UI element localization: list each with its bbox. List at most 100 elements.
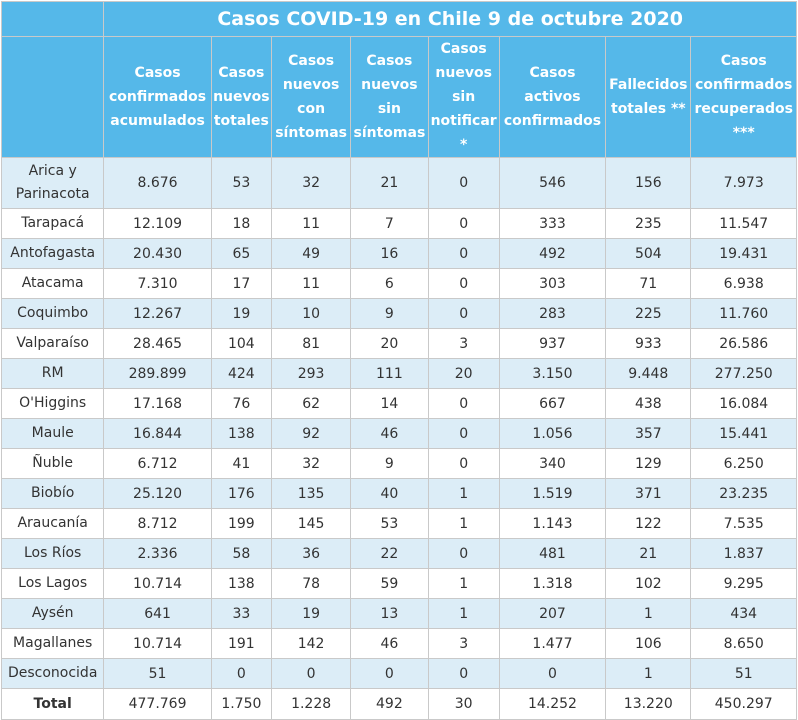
- table-body: Arica y Parinacota 8.676 53 32 21 0 546 156 7.97…: [0, 157, 797, 720]
- table-row: Atacama 7.310 17 11 6 0 303 71 6.938: [0, 268, 797, 299]
- value-cell: 3.150: [498, 358, 607, 389]
- value-cell: 371: [605, 478, 692, 509]
- value-cell: 25.120: [103, 478, 212, 509]
- value-cell: 235: [605, 208, 692, 239]
- value-cell: 102: [605, 568, 692, 599]
- value-cell: 142: [270, 628, 352, 659]
- value-cell: 6.250: [690, 448, 797, 479]
- value-cell: 481: [498, 538, 607, 569]
- value-cell: 71: [605, 268, 692, 299]
- table-row: Valparaíso 28.465 104 81 20 3 937 933 26.586: [0, 328, 797, 359]
- total-value-cell: 1.228: [270, 688, 352, 720]
- value-cell: 1.318: [498, 568, 607, 599]
- value-cell: 32: [270, 448, 352, 479]
- value-cell: 13: [350, 598, 429, 629]
- value-cell: 6.938: [690, 268, 797, 299]
- value-cell: 8.712: [103, 508, 212, 539]
- value-cell: 933: [605, 328, 692, 359]
- column-header: Casos activos confirmados: [498, 36, 607, 158]
- value-cell: 8.650: [690, 628, 797, 659]
- value-cell: 0: [427, 208, 500, 239]
- value-cell: 0: [427, 658, 500, 689]
- value-cell: 340: [498, 448, 607, 479]
- value-cell: 6: [350, 268, 429, 299]
- value-cell: 0: [427, 298, 500, 329]
- value-cell: 667: [498, 388, 607, 419]
- value-cell: 26.586: [690, 328, 797, 359]
- value-cell: 145: [270, 508, 352, 539]
- title-row: Casos COVID-19 en Chile 9 de octubre 202…: [0, 1, 797, 37]
- value-cell: 135: [270, 478, 352, 509]
- value-cell: 9.448: [605, 358, 692, 389]
- value-cell: 41: [210, 448, 272, 479]
- value-cell: 11.760: [690, 298, 797, 329]
- value-cell: 22: [350, 538, 429, 569]
- value-cell: 20: [427, 358, 500, 389]
- region-name-cell: O'Higgins: [0, 388, 105, 419]
- value-cell: 424: [210, 358, 272, 389]
- value-cell: 434: [690, 598, 797, 629]
- value-cell: 10.714: [103, 628, 212, 659]
- value-cell: 46: [350, 628, 429, 659]
- value-cell: 1: [605, 658, 692, 689]
- table-row: Tarapacá 12.109 18 11 7 0 333 235 11.547: [0, 208, 797, 239]
- value-cell: 33: [210, 598, 272, 629]
- value-cell: 0: [210, 658, 272, 689]
- value-cell: 21: [350, 157, 429, 209]
- value-cell: 11.547: [690, 208, 797, 239]
- value-cell: 51: [103, 658, 212, 689]
- value-cell: 0: [350, 658, 429, 689]
- value-cell: 191: [210, 628, 272, 659]
- value-cell: 10.714: [103, 568, 212, 599]
- table-row: Antofagasta 20.430 65 49 16 0 492 504 19.431: [0, 238, 797, 269]
- value-cell: 62: [270, 388, 352, 419]
- value-cell: 3: [427, 328, 500, 359]
- value-cell: 283: [498, 298, 607, 329]
- value-cell: 303: [498, 268, 607, 299]
- value-cell: 7.973: [690, 157, 797, 209]
- value-cell: 438: [605, 388, 692, 419]
- value-cell: 17.168: [103, 388, 212, 419]
- value-cell: 1: [427, 598, 500, 629]
- column-header: Casos nuevos totales: [210, 36, 272, 158]
- column-header: Casos confirmados acumulados: [103, 36, 212, 158]
- column-header: Casos nuevos sin notificar *: [427, 36, 500, 158]
- value-cell: 19: [270, 598, 352, 629]
- value-cell: 937: [498, 328, 607, 359]
- value-cell: 32: [270, 157, 352, 209]
- value-cell: 78: [270, 568, 352, 599]
- value-cell: 46: [350, 418, 429, 449]
- region-name-cell: RM: [0, 358, 105, 389]
- value-cell: 293: [270, 358, 352, 389]
- column-header: Casos nuevos con síntomas: [270, 36, 352, 158]
- table-row: Ñuble 6.712 41 32 9 0 340 129 6.250: [0, 448, 797, 479]
- total-value-cell: 1.750: [210, 688, 272, 720]
- table-row: Araucanía 8.712 199 145 53 1 1.143 122 7.535: [0, 508, 797, 539]
- value-cell: 2.336: [103, 538, 212, 569]
- total-value-cell: 450.297: [690, 688, 797, 720]
- value-cell: 333: [498, 208, 607, 239]
- value-cell: 277.250: [690, 358, 797, 389]
- value-cell: 104: [210, 328, 272, 359]
- value-cell: 641: [103, 598, 212, 629]
- value-cell: 1: [427, 508, 500, 539]
- value-cell: 49: [270, 238, 352, 269]
- value-cell: 16.084: [690, 388, 797, 419]
- value-cell: 16: [350, 238, 429, 269]
- column-header: Casos confirmados recuperados ***: [690, 36, 797, 158]
- region-name-cell: Araucanía: [0, 508, 105, 539]
- value-cell: 53: [350, 508, 429, 539]
- value-cell: 207: [498, 598, 607, 629]
- value-cell: 138: [210, 418, 272, 449]
- value-cell: 504: [605, 238, 692, 269]
- value-cell: 129: [605, 448, 692, 479]
- value-cell: 106: [605, 628, 692, 659]
- value-cell: 289.899: [103, 358, 212, 389]
- table-row: Aysén 641 33 19 13 1 207 1 434: [0, 598, 797, 629]
- value-cell: 546: [498, 157, 607, 209]
- header-row: Casos confirmados acumulados Casos nuevos…: [0, 36, 797, 158]
- value-cell: 65: [210, 238, 272, 269]
- value-cell: 21: [605, 538, 692, 569]
- value-cell: 111: [350, 358, 429, 389]
- value-cell: 58: [210, 538, 272, 569]
